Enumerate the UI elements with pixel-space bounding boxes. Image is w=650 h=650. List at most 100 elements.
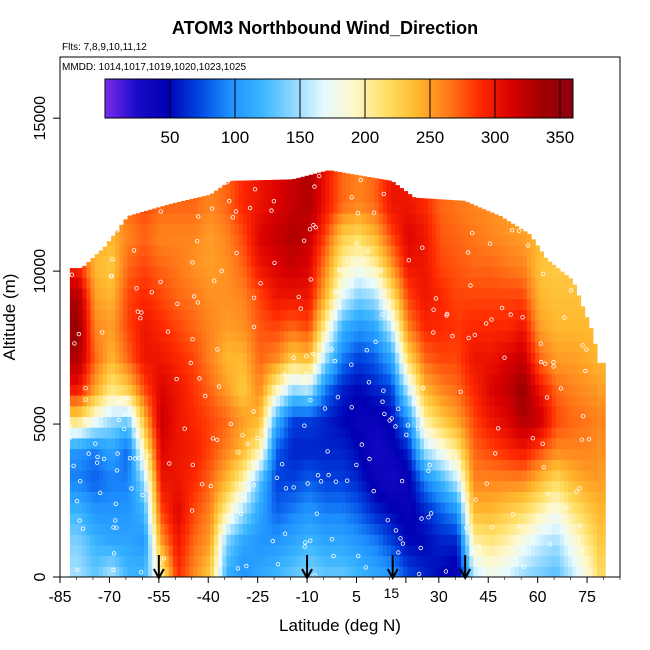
heatmap-cell <box>531 255 536 268</box>
heatmap-cell <box>115 309 120 321</box>
heatmap-cell <box>201 416 207 428</box>
heatmap-cell <box>259 416 265 428</box>
heatmap-cell <box>164 373 170 385</box>
heatmap-cell <box>576 405 582 418</box>
heatmap-cell <box>209 213 215 225</box>
heatmap-cell <box>111 245 116 257</box>
heatmap-cell <box>115 320 120 332</box>
heatmap-cell <box>69 448 75 460</box>
heatmap-cell <box>152 298 157 310</box>
heatmap-cell <box>370 202 376 214</box>
heatmap-cell <box>601 491 606 503</box>
heatmap-cell <box>485 287 491 300</box>
heatmap-cell <box>518 352 524 364</box>
heatmap-cell <box>551 352 557 364</box>
heatmap-cell <box>144 555 149 567</box>
heatmap-cell <box>559 523 565 535</box>
observation-point <box>349 195 354 200</box>
heatmap-cell <box>358 480 363 492</box>
heatmap-cell <box>111 373 116 385</box>
heatmap-cell <box>255 266 260 278</box>
heatmap-cell <box>428 373 433 385</box>
heatmap-cell <box>424 287 429 300</box>
heatmap-cell <box>349 223 355 236</box>
heatmap-cell <box>531 341 536 353</box>
heatmap-cell <box>514 341 520 353</box>
heatmap-cell <box>592 566 598 577</box>
heatmap-cell <box>144 534 149 546</box>
heatmap-cell <box>366 202 372 214</box>
heatmap-cell <box>419 298 425 310</box>
heatmap-cell <box>522 459 528 471</box>
heatmap-cell <box>226 512 232 525</box>
heatmap-cell <box>428 352 433 364</box>
heatmap-cell <box>386 373 392 385</box>
heatmap-cell <box>448 384 454 396</box>
heatmap-cell <box>111 277 116 289</box>
heatmap-cell <box>106 266 112 278</box>
observation-point <box>508 312 513 317</box>
heatmap-cell <box>284 341 289 353</box>
heatmap-cell <box>263 523 269 535</box>
heatmap-cell <box>374 341 380 353</box>
heatmap-cell <box>481 266 487 278</box>
heatmap-cell <box>329 437 335 450</box>
heatmap-cell <box>284 469 289 482</box>
heatmap-cell <box>74 373 79 385</box>
observation-point <box>215 347 220 352</box>
heatmap-cell <box>374 502 380 514</box>
heatmap-cell <box>214 320 219 332</box>
heatmap-cell <box>246 395 252 407</box>
heatmap-cell <box>506 405 512 418</box>
heatmap-cell <box>205 213 211 225</box>
heatmap-cell <box>428 512 433 525</box>
observation-point <box>238 511 244 516</box>
heatmap-cell <box>131 266 137 278</box>
heatmap-cell <box>160 502 166 514</box>
heatmap-cell <box>156 405 162 418</box>
heatmap-cell <box>218 187 223 193</box>
heatmap-cell <box>510 512 516 525</box>
heatmap-cell <box>547 534 553 546</box>
heatmap-cell <box>461 544 466 557</box>
heatmap-cell <box>407 534 413 546</box>
heatmap-cell <box>259 255 265 268</box>
heatmap-cell <box>465 223 470 236</box>
heatmap-cell <box>382 512 388 525</box>
heatmap-cell <box>469 203 475 214</box>
heatmap-cell <box>391 202 396 214</box>
observation-point <box>568 288 574 293</box>
heatmap-cell <box>205 287 211 300</box>
heatmap-cell <box>259 384 265 396</box>
heatmap-cell <box>576 330 582 343</box>
heatmap-cell <box>407 566 413 577</box>
heatmap-cell <box>312 277 318 289</box>
heatmap-cell <box>506 544 512 557</box>
heatmap-cell <box>275 427 281 439</box>
heatmap-cell <box>222 266 227 278</box>
heatmap-cell <box>588 352 594 364</box>
heatmap-cell <box>209 416 215 428</box>
heatmap-cell <box>522 512 528 525</box>
heatmap-cell <box>230 287 236 300</box>
heatmap-cell <box>82 352 87 364</box>
heatmap-cell <box>407 373 413 385</box>
heatmap-cell <box>498 544 503 557</box>
heatmap-cell <box>543 362 549 375</box>
heatmap-cell <box>304 341 310 353</box>
heatmap-cell <box>69 544 75 557</box>
heatmap-cell <box>370 352 376 364</box>
heatmap-cell <box>333 448 339 460</box>
heatmap-cell <box>197 405 203 418</box>
observation-point <box>194 238 200 244</box>
heatmap-cell <box>494 459 499 471</box>
heatmap-cell <box>218 330 223 343</box>
heatmap-cell <box>564 373 569 385</box>
heatmap-cell <box>238 480 244 492</box>
heatmap-cell <box>86 491 92 503</box>
heatmap-cell <box>246 469 252 482</box>
heatmap-cell <box>572 555 577 567</box>
observation-point <box>191 294 197 299</box>
heatmap-cell <box>288 362 293 375</box>
